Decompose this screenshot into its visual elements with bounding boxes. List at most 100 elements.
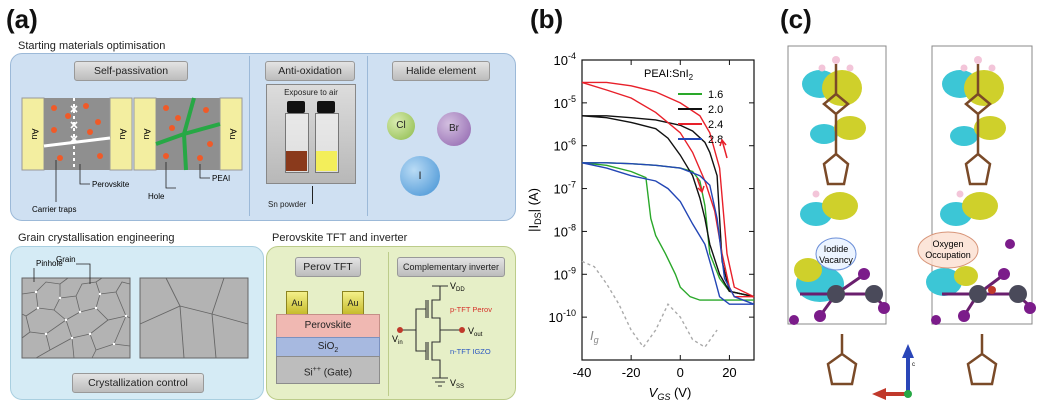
- au-label: Au: [118, 128, 128, 139]
- hydrogen-atoms: [812, 56, 996, 198]
- series-line-2-0: [581, 115, 755, 298]
- divider: [249, 56, 250, 216]
- crystallization-control-label: Crystallization control: [72, 373, 204, 393]
- series-line-2-8: [581, 162, 754, 305]
- si-gate-text: (Gate): [320, 367, 353, 379]
- panel-b-label: (b): [530, 4, 564, 34]
- vial-cap: [287, 101, 305, 113]
- x-tick-label: -20: [622, 365, 641, 380]
- series-line-1-6: [581, 162, 754, 301]
- leader-line: [199, 164, 210, 179]
- grain-title: Grain crystallisation engineering: [18, 232, 175, 244]
- vin-label: Vin: [392, 334, 403, 346]
- chlorine-circle: Cl: [387, 112, 415, 140]
- legend-entry: 1.6: [708, 89, 723, 101]
- grain-boundaries: [139, 277, 249, 359]
- sweep-arrow-reverse: [721, 139, 728, 159]
- leader-line: [76, 263, 91, 284]
- iodine-atoms: [789, 239, 1036, 325]
- y-tick-label: 10-9: [554, 265, 576, 282]
- x-axis-ticks: -40 -20 0 20: [573, 60, 737, 380]
- panel-c-label: (c): [780, 4, 812, 34]
- grain-diagram: Pinhole Grain: [21, 255, 249, 359]
- carrier-trap-marks: [70, 105, 78, 143]
- sio2-text: SiO: [317, 341, 335, 352]
- oxygen-occupation-marker: [917, 231, 979, 269]
- peai-passivation: [155, 97, 221, 171]
- pinholes: [34, 290, 128, 346]
- y-tick-label: 10-5: [554, 94, 576, 111]
- oxidized-solution: [286, 151, 307, 171]
- sn-powder-label: Sn powder: [268, 200, 307, 209]
- molecular-bonds: [822, 64, 998, 386]
- grain-label: Grain: [56, 255, 76, 264]
- self-passivation-label: Self-passivation: [74, 61, 188, 81]
- bromine-circle: Br: [437, 112, 471, 146]
- tin-atoms: [827, 285, 1027, 303]
- hole-label: Hole: [148, 192, 165, 201]
- au-electrode: [219, 97, 243, 171]
- tft-title: Perovskite TFT and inverter: [272, 232, 408, 244]
- si-text: Si: [303, 367, 313, 379]
- y-tick-label: 10-10: [549, 308, 576, 325]
- y-tick-label: 10-4: [554, 51, 576, 68]
- iodide-label: Iodide: [824, 244, 849, 254]
- circuit-wires: [400, 285, 462, 387]
- charge-density-iodide: [794, 70, 866, 302]
- series-line-2-8: [582, 162, 755, 305]
- axis-c-label: c: [912, 362, 915, 368]
- iodine-circle: I: [400, 156, 440, 196]
- p-tft-label: p-TFT Perov: [450, 305, 492, 314]
- y-tick-label: 10-8: [554, 222, 576, 239]
- vout-label: Vout: [468, 326, 483, 338]
- legend-title: PEAI:SnI2: [644, 68, 694, 82]
- self-passivation-diagram: Au Au Au Au Carrier traps Perovskite Hol…: [21, 97, 243, 214]
- charge-density-oxygen: [926, 70, 1006, 296]
- si-superscript: ++: [312, 366, 321, 373]
- divider: [388, 252, 389, 396]
- divider: [367, 56, 368, 216]
- legend-entry: 2.8: [708, 134, 723, 146]
- sio2-layer: SiO2: [276, 337, 380, 357]
- n-tft-label: n-TFT IGZO: [450, 347, 491, 356]
- silicon-gate-layer: Si++ (Gate): [276, 356, 380, 384]
- vial-photo: Exposure to air: [266, 84, 356, 184]
- ig-label: Ig: [590, 328, 599, 345]
- x-tick-label: -40: [573, 365, 592, 380]
- fresh-solution: [316, 151, 337, 171]
- perovskite-film: [44, 98, 110, 170]
- pinhole-label: Pinhole: [36, 259, 63, 268]
- oxygen-atom: [988, 286, 996, 294]
- inverter-circuit: VDD Vin Vout VSS p-TFT Perov n-TFT IGZO: [392, 281, 492, 390]
- series-line-Ig: [581, 260, 718, 349]
- inverter-label: Complementary inverter: [397, 257, 505, 277]
- vout-node: [459, 327, 465, 333]
- leader-line: [165, 162, 176, 189]
- au-label: Au: [228, 128, 238, 139]
- large-grain-film: [139, 277, 249, 359]
- leader-line: [79, 164, 90, 185]
- axis-indicator: c: [872, 344, 915, 400]
- perov-tft-label: Perov TFT: [295, 257, 361, 277]
- perovskite-label: Perovskite: [92, 180, 130, 189]
- source-electrode: Au: [286, 291, 308, 315]
- y-tick-label: 10-6: [554, 137, 576, 154]
- series-line-2-4: [582, 81, 755, 298]
- sweep-arrow-forward-head: [697, 185, 705, 194]
- legend-entry: 2.4: [708, 119, 723, 131]
- exposure-label: Exposure to air: [284, 88, 338, 97]
- dft-structure-figure: Iodide Vacancy Oxygen Occupation c: [787, 45, 1036, 400]
- vin-node: [397, 327, 403, 333]
- x-tick-label: 0: [677, 365, 684, 380]
- au-electrode: [109, 97, 133, 171]
- occupation-label: Occupation: [925, 250, 971, 260]
- oxygen-label: Oxygen: [932, 239, 963, 249]
- iodide-vacancy-marker: [815, 237, 857, 271]
- x-axis-label: VGS (V): [649, 385, 692, 400]
- drain-electrode: Au: [342, 291, 364, 315]
- perovskite-layer: Perovskite: [276, 314, 380, 338]
- panel-a-label: (a): [6, 4, 38, 34]
- charge-carriers: [163, 105, 213, 161]
- vdd-label: VDD: [450, 281, 465, 293]
